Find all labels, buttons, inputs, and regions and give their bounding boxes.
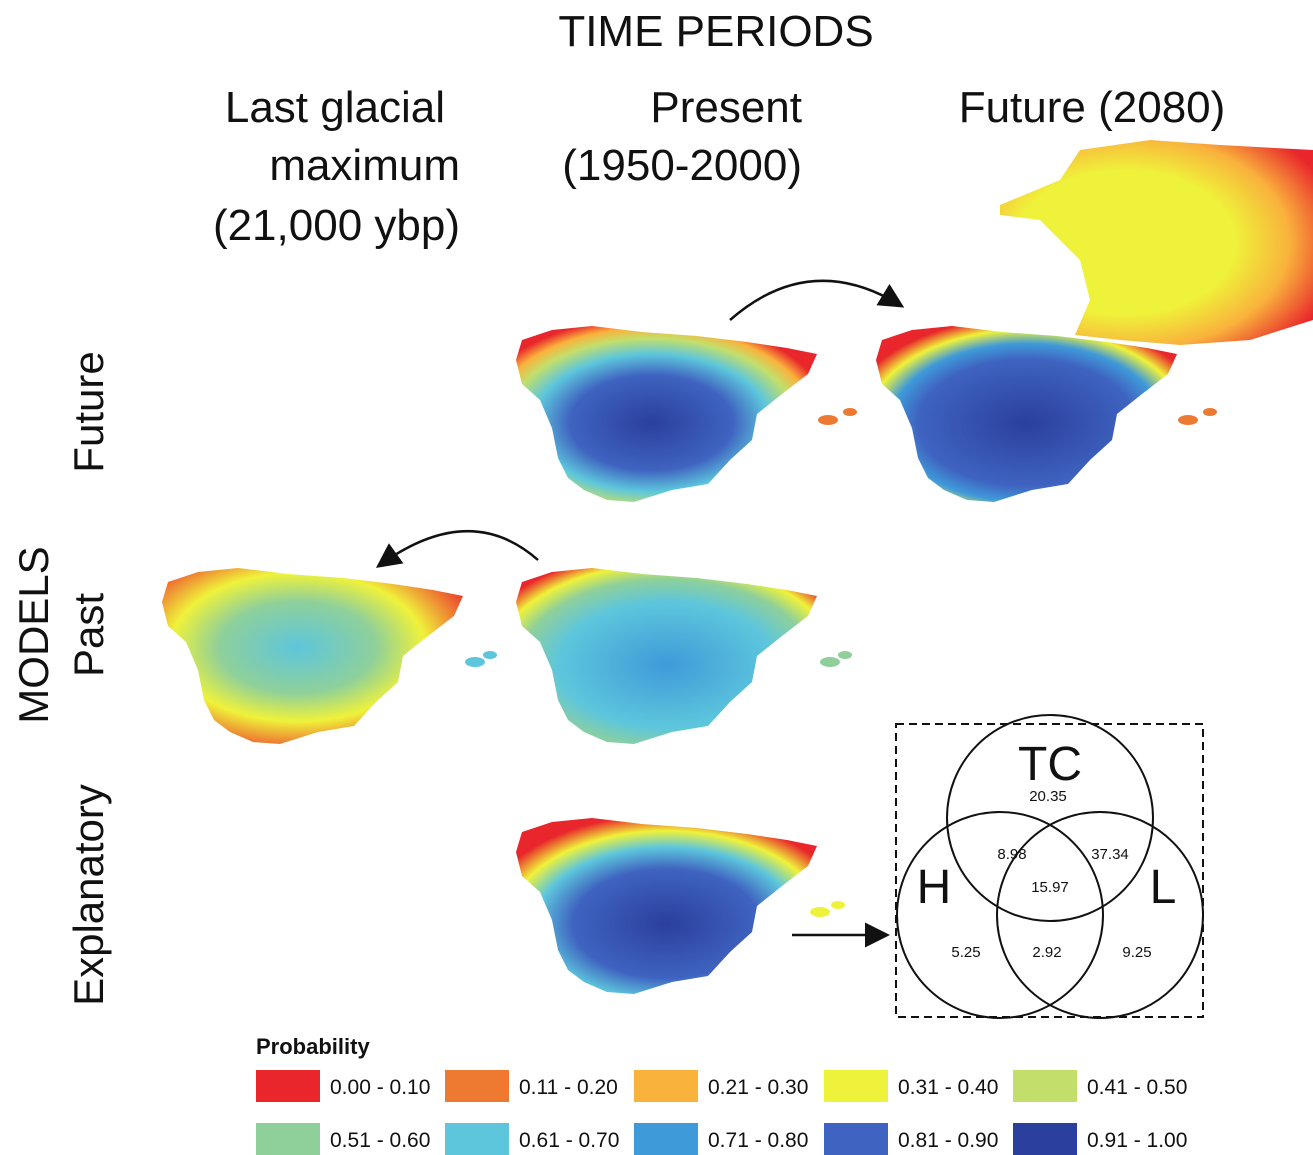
row-label: Past	[65, 593, 112, 677]
legend: 0.00 - 0.10 0.11 - 0.20 0.21 - 0.30 0.31 - …	[256, 1070, 1187, 1155]
map-lgm-past	[162, 568, 463, 744]
legend-label: 0.11 - 0.20	[519, 1076, 618, 1099]
venn-set: H	[917, 861, 952, 914]
column-header: Present	[650, 83, 802, 132]
map-present-past	[516, 568, 817, 744]
legend-swatch	[256, 1070, 320, 1102]
legend-swatch	[634, 1123, 698, 1155]
venn-value: 15.97	[1031, 879, 1069, 896]
venn-value: 5.25	[951, 944, 980, 961]
column-header: (21,000 ybp)	[213, 201, 460, 250]
legend-swatch	[445, 1070, 509, 1102]
column-header: (1950-2000)	[562, 141, 802, 190]
legend-label: 0.91 - 1.00	[1087, 1129, 1187, 1152]
map-explanatory	[516, 818, 817, 994]
legend-title: Probability	[256, 1034, 370, 1059]
venn-value: 9.25	[1122, 944, 1151, 961]
legend-swatch	[824, 1123, 888, 1155]
column-header: Future (2080)	[959, 83, 1226, 132]
legend-label: 0.81 - 0.90	[898, 1129, 998, 1152]
map-future-future	[876, 326, 1177, 502]
venn-set: TC	[1018, 738, 1082, 791]
venn-value: 20.35	[1029, 788, 1067, 805]
venn-value: 2.92	[1032, 944, 1061, 961]
legend-label: 0.00 - 0.10	[330, 1076, 430, 1099]
legend-swatch	[824, 1070, 888, 1102]
column-header: maximum	[269, 141, 460, 190]
legend-label: 0.21 - 0.30	[708, 1076, 808, 1099]
map-france	[1000, 140, 1313, 345]
column-header: Last glacial	[225, 83, 445, 132]
group-label: MODELS	[10, 546, 57, 723]
row-label: Future	[65, 351, 112, 472]
legend-label: 0.51 - 0.60	[330, 1129, 430, 1152]
legend-swatch	[256, 1123, 320, 1155]
legend-swatch	[1013, 1123, 1077, 1155]
figure: TIME PERIODS Last glacial maximum (21,00…	[0, 0, 1313, 1155]
legend-swatch	[445, 1123, 509, 1155]
legend-label: 0.41 - 0.50	[1087, 1076, 1187, 1099]
row-label: Explanatory	[65, 784, 112, 1006]
legend-swatch	[1013, 1070, 1077, 1102]
legend-label: 0.71 - 0.80	[708, 1129, 808, 1152]
legend-label: 0.61 - 0.70	[519, 1129, 619, 1152]
venn-value: 37.34	[1091, 846, 1129, 863]
legend-swatch	[634, 1070, 698, 1102]
legend-label: 0.31 - 0.40	[898, 1076, 998, 1099]
title: TIME PERIODS	[558, 7, 873, 56]
map-present-future	[516, 326, 817, 502]
venn-set: L	[1150, 861, 1177, 914]
venn-value: 8.98	[997, 846, 1026, 863]
